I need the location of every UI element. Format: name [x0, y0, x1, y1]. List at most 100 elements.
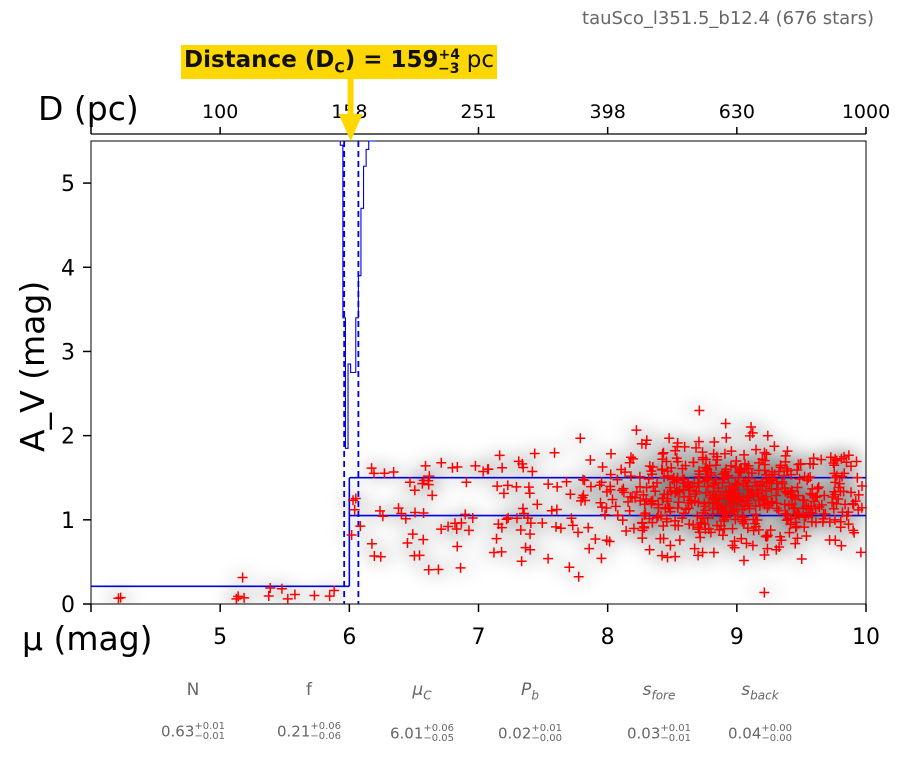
star-marker: [672, 502, 683, 513]
star-marker: [625, 491, 636, 502]
star-marker: [762, 430, 773, 441]
star-marker: [673, 497, 684, 508]
x-tick-label: 7: [472, 625, 486, 650]
star-marker: [455, 562, 466, 573]
star-marker: [637, 533, 648, 544]
star-marker: [735, 466, 746, 477]
star-marker: [670, 515, 681, 526]
x-tick-label: 6: [342, 625, 356, 650]
star-marker: [237, 572, 248, 583]
star-marker: [729, 536, 740, 547]
star-marker: [680, 460, 691, 471]
star-marker: [635, 481, 646, 492]
star-marker: [793, 508, 804, 519]
star-marker: [825, 452, 836, 463]
star-marker: [276, 583, 287, 594]
star-marker: [803, 503, 814, 514]
star-marker: [684, 481, 695, 492]
star-marker: [451, 523, 462, 534]
star-marker: [693, 436, 704, 447]
star-marker: [503, 512, 514, 523]
star-marker: [424, 471, 435, 482]
star-marker: [665, 486, 676, 497]
star-marker: [694, 405, 705, 416]
star-marker: [595, 497, 606, 508]
star-marker: [483, 464, 494, 475]
star-marker: [678, 484, 689, 495]
star-marker: [644, 544, 655, 555]
star-marker: [497, 462, 508, 473]
star-marker: [759, 587, 770, 598]
star-marker: [670, 445, 681, 456]
star-marker: [605, 481, 616, 492]
star-marker: [749, 477, 760, 488]
star-marker: [741, 538, 752, 549]
star-marker: [830, 477, 841, 488]
star-marker: [650, 486, 661, 497]
star-marker: [683, 479, 694, 490]
star-marker: [782, 446, 793, 457]
star-marker: [738, 555, 749, 566]
star-marker: [738, 512, 749, 523]
star-marker: [488, 547, 499, 558]
star-marker: [414, 550, 425, 561]
star-marker: [520, 542, 531, 553]
star-marker: [612, 474, 623, 485]
star-marker: [721, 432, 732, 443]
star-marker: [843, 519, 854, 530]
star-marker: [661, 513, 672, 524]
star-marker: [784, 527, 795, 538]
star-marker: [407, 529, 418, 540]
y-tick-label: 3: [61, 340, 75, 365]
star-marker: [743, 498, 754, 509]
star-marker: [467, 512, 478, 523]
star-marker: [730, 462, 741, 473]
star-marker: [646, 466, 657, 477]
star-marker: [660, 503, 671, 514]
star-marker: [752, 488, 763, 499]
star-marker: [596, 502, 607, 513]
star-marker: [677, 513, 688, 524]
star-marker: [529, 448, 540, 459]
star-marker: [695, 532, 706, 543]
star-marker: [717, 530, 728, 541]
star-marker: [708, 480, 719, 491]
star-marker: [790, 538, 801, 549]
star-marker: [470, 460, 481, 471]
distance-banner: Distance (DC) = 159+4−3 pc: [181, 45, 498, 79]
star-marker: [680, 504, 691, 515]
star-marker: [777, 476, 788, 487]
star-marker: [662, 466, 673, 477]
banner-prefix: Distance (D: [184, 47, 335, 73]
star-marker: [573, 527, 584, 538]
star-marker: [527, 466, 538, 477]
star-marker: [835, 516, 846, 527]
star-marker: [231, 593, 242, 604]
star-marker: [816, 499, 827, 510]
star-marker: [463, 525, 474, 536]
star-marker: [447, 462, 458, 473]
star-marker: [838, 451, 849, 462]
star-marker: [785, 487, 796, 498]
x-tick-label: 9: [730, 625, 744, 650]
star-marker: [732, 479, 743, 490]
star-marker: [377, 511, 388, 522]
star-marker: [639, 521, 650, 532]
star-marker: [703, 523, 714, 534]
star-marker: [656, 464, 667, 475]
star-marker: [824, 517, 835, 528]
y-axis-label: A_V (mag): [13, 281, 52, 452]
field-title: tauSco_l351.5_b12.4 (676 stars): [582, 8, 874, 29]
star-marker: [848, 525, 859, 536]
star-marker: [692, 477, 703, 488]
star-marker: [524, 488, 535, 499]
star-marker: [699, 476, 710, 487]
star-marker: [759, 459, 770, 470]
star-marker: [762, 530, 773, 541]
star-marker: [700, 501, 711, 512]
star-marker: [836, 540, 847, 551]
star-marker: [806, 516, 817, 527]
star-marker: [794, 510, 805, 521]
star-marker: [658, 521, 669, 532]
star-marker: [708, 448, 719, 459]
